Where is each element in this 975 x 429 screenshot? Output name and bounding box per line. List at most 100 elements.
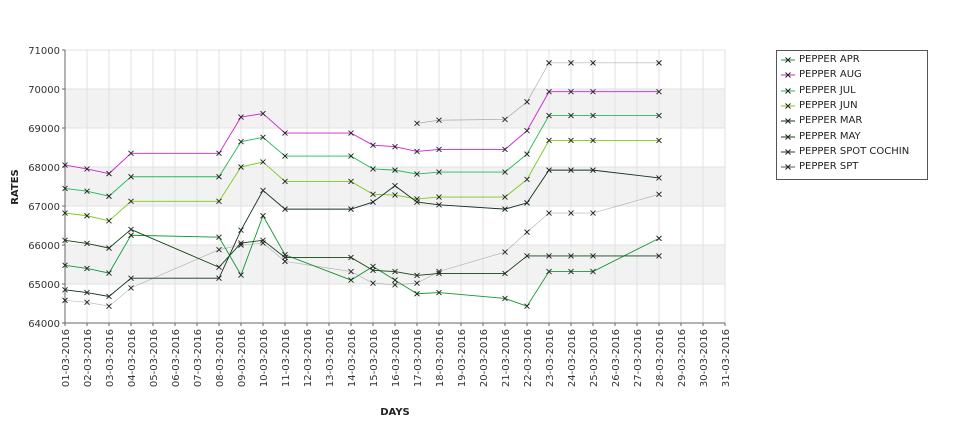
data-point-marker — [282, 130, 288, 136]
x-tick-label: 02-03-2016 — [83, 329, 94, 387]
data-point-marker — [502, 270, 508, 277]
data-point-marker — [546, 253, 552, 259]
legend-label: PEPPER AUG — [799, 69, 862, 81]
data-point-marker — [414, 290, 420, 297]
legend-marker-icon — [781, 57, 795, 63]
series-pepper-jun — [62, 137, 662, 224]
x-tick-label: 18-03-2016 — [435, 329, 446, 387]
x-tick-label: 05-03-2016 — [149, 329, 160, 387]
data-point-marker — [62, 185, 68, 192]
data-point-marker — [62, 287, 68, 293]
data-point-marker — [656, 253, 662, 259]
legend-label: PEPPER MAR — [799, 115, 863, 127]
data-point-marker — [546, 167, 552, 173]
x-tick-label: 12-03-2016 — [303, 329, 314, 387]
series-line — [416, 62, 659, 124]
data-point-marker — [524, 99, 530, 105]
x-tick-label: 07-03-2016 — [193, 329, 204, 387]
data-point-marker — [216, 234, 222, 241]
data-point-marker — [590, 60, 596, 66]
y-axis-label: RATES — [10, 169, 21, 205]
x-tick-label: 22-03-2016 — [523, 329, 534, 387]
legend-label: PEPPER MAY — [799, 130, 861, 142]
data-point-marker — [84, 240, 90, 247]
y-tick-label: 69000 — [28, 124, 60, 135]
data-point-marker — [656, 60, 662, 66]
data-point-marker — [436, 202, 442, 208]
data-point-marker — [568, 210, 574, 216]
data-point-marker — [348, 153, 354, 159]
x-tick-label: 11-03-2016 — [281, 329, 292, 387]
data-point-marker — [84, 166, 90, 172]
data-point-marker — [590, 88, 596, 95]
data-point-marker — [238, 240, 244, 246]
data-point-marker — [656, 112, 662, 119]
x-tick-label: 08-03-2016 — [215, 329, 226, 387]
data-point-marker — [414, 280, 420, 287]
x-tick-label: 03-03-2016 — [105, 329, 116, 387]
x-axis-label: DAYS — [380, 407, 410, 418]
data-point-marker — [106, 293, 112, 300]
data-point-marker — [392, 281, 398, 288]
data-point-marker — [502, 146, 508, 153]
data-point-marker — [238, 272, 244, 278]
data-point-marker — [128, 232, 134, 239]
data-point-marker — [568, 60, 574, 66]
data-point-marker — [260, 187, 266, 194]
legend-label: PEPPER APR — [799, 54, 860, 65]
data-point-marker — [436, 194, 442, 200]
data-point-marker — [656, 175, 662, 181]
legend-marker-icon — [781, 164, 795, 170]
data-point-marker — [260, 110, 266, 117]
data-point-marker — [348, 178, 354, 185]
x-tick-label: 10-03-2016 — [259, 329, 270, 387]
x-tick-label: 23-03-2016 — [545, 329, 556, 387]
data-point-marker — [414, 171, 420, 177]
series-layer — [62, 60, 662, 310]
data-point-marker — [502, 249, 508, 255]
data-point-marker — [524, 303, 530, 310]
x-tick-label: 28-03-2016 — [655, 329, 666, 387]
data-point-marker — [216, 150, 222, 157]
x-tick-label: 01-03-2016 — [61, 329, 72, 387]
x-tick-label: 31-03-2016 — [721, 329, 732, 387]
y-tick-label: 65000 — [28, 280, 60, 291]
series-pepper-mar — [62, 167, 662, 300]
legend-marker-icon — [781, 118, 795, 125]
data-point-marker — [216, 198, 222, 205]
data-point-marker — [502, 194, 508, 200]
data-point-marker — [546, 88, 552, 95]
series-pepper-spt — [62, 191, 662, 310]
x-tick-label: 06-03-2016 — [171, 329, 182, 387]
data-point-marker — [546, 137, 552, 144]
y-tick-label: 71000 — [28, 46, 60, 57]
y-tick-label: 64000 — [28, 319, 60, 330]
data-point-marker — [370, 267, 376, 274]
x-tick-label: 30-03-2016 — [699, 329, 710, 387]
data-point-marker — [106, 270, 112, 276]
data-point-marker — [436, 117, 442, 124]
x-tick-label: 24-03-2016 — [567, 329, 578, 387]
legend-marker-icon — [781, 72, 795, 79]
data-point-marker — [414, 120, 420, 127]
data-point-marker — [524, 200, 530, 206]
y-tick-label: 70000 — [28, 85, 60, 96]
data-point-marker — [436, 268, 442, 275]
x-tick-label: 29-03-2016 — [677, 329, 688, 387]
x-tick-label: 04-03-2016 — [127, 329, 138, 387]
legend-item: PEPPER AUG — [781, 68, 862, 83]
data-point-marker — [84, 289, 90, 296]
data-point-marker — [436, 289, 442, 296]
x-tick-label: 16-03-2016 — [391, 329, 402, 387]
legend-item: PEPPER SPT — [781, 160, 858, 175]
x-tick-label: 27-03-2016 — [633, 329, 644, 387]
data-point-marker — [370, 199, 376, 205]
data-point-marker — [590, 210, 596, 216]
series-pepper-jul — [62, 112, 662, 200]
x-tick-label: 17-03-2016 — [413, 329, 424, 387]
data-point-marker — [524, 151, 530, 157]
data-point-marker — [62, 237, 68, 244]
data-point-marker — [128, 226, 134, 233]
x-tick-label: 21-03-2016 — [501, 329, 512, 387]
x-tick-label: 19-03-2016 — [457, 329, 468, 387]
